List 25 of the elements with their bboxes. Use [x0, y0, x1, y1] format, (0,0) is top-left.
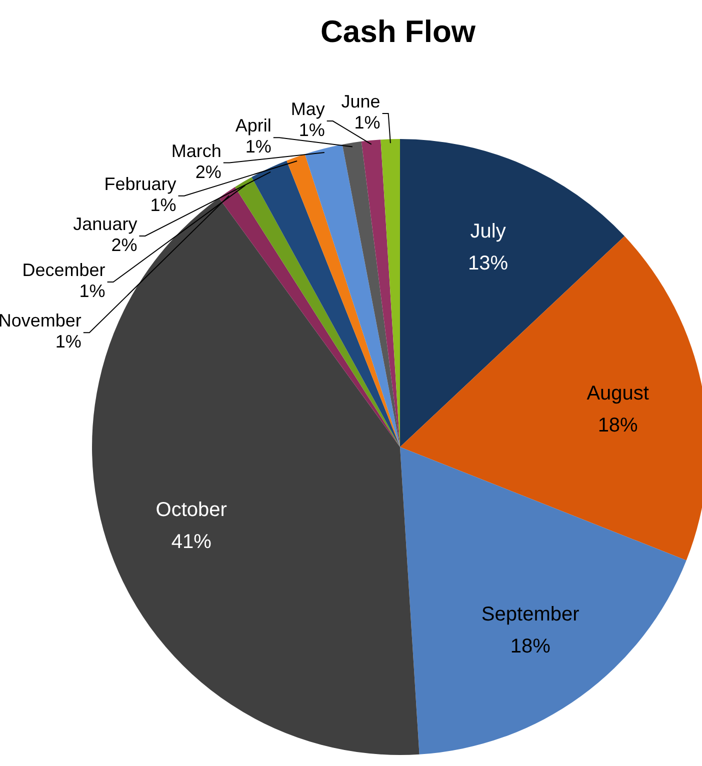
slice-label: January	[73, 214, 138, 234]
data-label: 1%	[298, 120, 325, 140]
data-label: 1%	[79, 281, 106, 301]
slice-label: February	[104, 174, 176, 194]
data-label: 18%	[598, 414, 638, 436]
data-label: 1%	[354, 112, 380, 132]
slice-label: May	[290, 99, 325, 120]
slice-label: October	[156, 499, 228, 522]
data-label: 13%	[468, 252, 508, 274]
slice-label: November	[0, 310, 82, 331]
slice-label: September	[481, 603, 580, 626]
slice-label: July	[470, 220, 506, 242]
data-label: 18%	[510, 635, 551, 658]
slice-label: March	[171, 140, 222, 161]
slice-label: December	[22, 260, 106, 280]
slice-label: April	[235, 116, 272, 136]
data-label: 41%	[171, 531, 212, 554]
slice-label: August	[586, 382, 650, 404]
data-label: 1%	[150, 194, 176, 215]
slice-label: June	[341, 91, 380, 112]
data-label: 2%	[111, 235, 138, 256]
data-label: 1%	[245, 136, 272, 157]
data-label: 1%	[55, 332, 82, 352]
data-label: 2%	[195, 162, 222, 182]
chart-title: Cash Flow	[320, 14, 476, 49]
